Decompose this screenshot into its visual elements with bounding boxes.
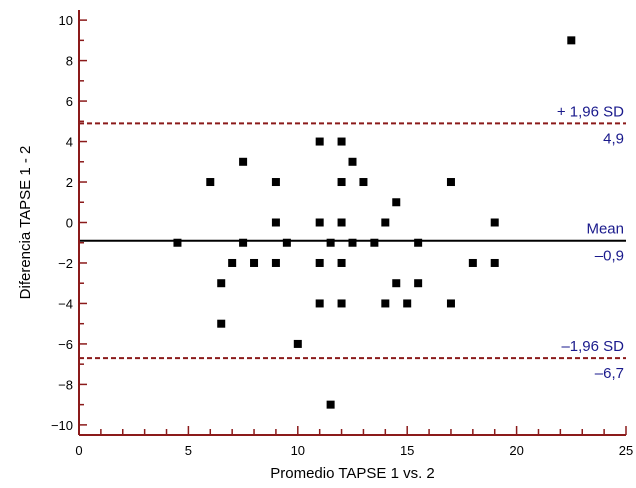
y-tick-label: −2 bbox=[58, 256, 73, 271]
upper-limit-label: + 1,96 SD bbox=[557, 103, 624, 120]
data-points bbox=[173, 36, 576, 409]
data-point bbox=[567, 36, 576, 45]
data-point bbox=[271, 218, 280, 227]
data-point bbox=[337, 299, 346, 308]
data-point bbox=[490, 258, 499, 267]
data-point bbox=[468, 258, 477, 267]
data-point bbox=[348, 157, 357, 166]
data-point bbox=[381, 299, 390, 308]
lower-limit-value-label: –6,7 bbox=[595, 365, 624, 382]
data-point bbox=[271, 178, 280, 187]
data-point bbox=[381, 218, 390, 227]
x-axis-ticks: 0 5 10 15 20 25 bbox=[75, 426, 633, 458]
y-tick-label: −6 bbox=[58, 337, 73, 352]
y-tick-label: −4 bbox=[58, 296, 73, 311]
data-point bbox=[315, 299, 324, 308]
data-point bbox=[348, 238, 357, 247]
data-point bbox=[217, 279, 226, 288]
data-point bbox=[392, 198, 401, 207]
x-tick-label: 15 bbox=[400, 443, 414, 458]
lower-limit-label: –1,96 SD bbox=[561, 338, 624, 355]
data-point bbox=[414, 238, 423, 247]
data-point bbox=[370, 238, 379, 247]
data-point bbox=[217, 319, 226, 328]
data-point bbox=[337, 178, 346, 187]
upper-limit-value-label: 4,9 bbox=[603, 130, 624, 147]
y-axis-ticks: 10 8 6 4 2 0 −2 −4 −6 −8 −10 bbox=[51, 13, 87, 433]
data-point bbox=[250, 258, 259, 267]
data-point bbox=[315, 258, 324, 267]
data-point bbox=[359, 178, 368, 187]
y-tick-label: 4 bbox=[66, 135, 73, 150]
x-tick-label: 10 bbox=[291, 443, 305, 458]
mean-value-label: –0,9 bbox=[595, 248, 624, 265]
data-point bbox=[293, 339, 302, 348]
y-tick-label: 6 bbox=[66, 94, 73, 109]
x-axis-title: Promedio TAPSE 1 vs. 2 bbox=[270, 465, 435, 482]
x-tick-label: 20 bbox=[509, 443, 523, 458]
data-point bbox=[326, 400, 335, 409]
data-point bbox=[315, 137, 324, 146]
data-point bbox=[337, 137, 346, 146]
x-tick-label: 5 bbox=[185, 443, 192, 458]
data-point bbox=[282, 238, 291, 247]
x-tick-label: 25 bbox=[619, 443, 633, 458]
mean-label: Mean bbox=[586, 221, 624, 238]
data-point bbox=[446, 178, 455, 187]
y-tick-label: 0 bbox=[66, 216, 73, 231]
data-point bbox=[173, 238, 182, 247]
y-tick-label: −10 bbox=[51, 418, 73, 433]
data-point bbox=[326, 238, 335, 247]
data-point bbox=[337, 258, 346, 267]
data-point bbox=[271, 258, 280, 267]
y-tick-label: 10 bbox=[59, 13, 73, 28]
x-tick-label: 0 bbox=[75, 443, 82, 458]
data-point bbox=[490, 218, 499, 227]
y-axis-title: Diferencia TAPSE 1 - 2 bbox=[17, 146, 34, 300]
data-point bbox=[315, 218, 324, 227]
data-point bbox=[392, 279, 401, 288]
data-point bbox=[228, 258, 237, 267]
data-point bbox=[446, 299, 455, 308]
data-point bbox=[337, 218, 346, 227]
y-tick-label: 8 bbox=[66, 54, 73, 69]
data-point bbox=[206, 178, 215, 187]
data-point bbox=[414, 279, 423, 288]
data-point bbox=[239, 157, 248, 166]
y-tick-label: 2 bbox=[66, 175, 73, 190]
y-tick-label: −8 bbox=[58, 377, 73, 392]
data-point bbox=[403, 299, 412, 308]
data-point bbox=[239, 238, 248, 247]
reference-lines: + 1,96 SD 4,9 Mean –0,9 –1,96 SD –6,7 bbox=[79, 103, 626, 382]
